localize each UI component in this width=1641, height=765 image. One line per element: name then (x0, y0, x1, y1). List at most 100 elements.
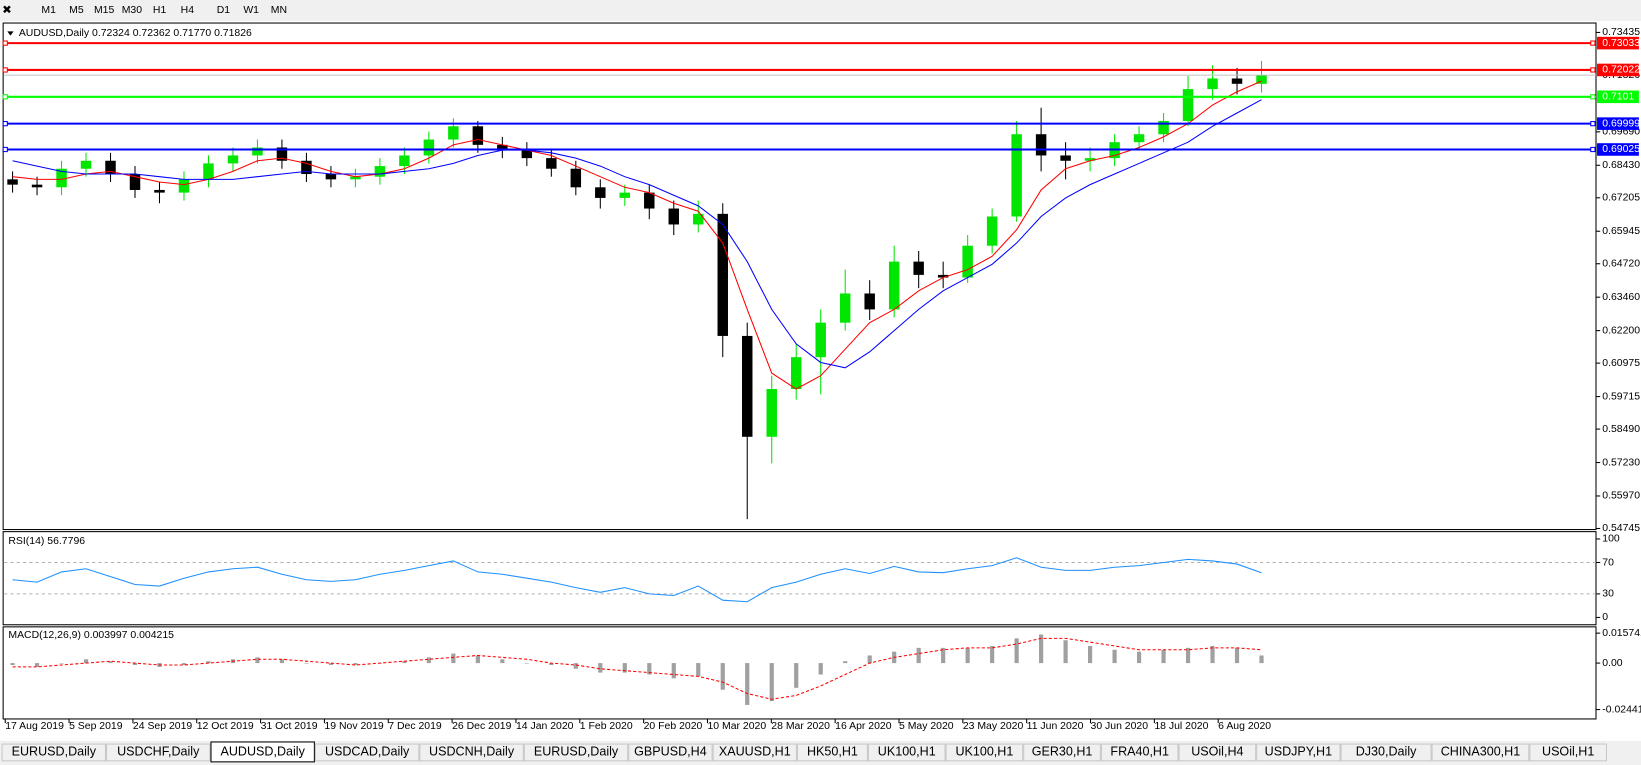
tab[interactable]: USDJPY,H1 (1256, 743, 1341, 762)
tab-box[interactable] (945, 743, 1024, 762)
tab-label[interactable]: FRA40,H1 (1110, 745, 1169, 759)
y-tick-label: 0.54745 (1602, 523, 1640, 534)
tab-box[interactable] (1256, 743, 1341, 762)
tab-label[interactable]: HK50,H1 (807, 745, 858, 759)
tab-label[interactable]: USOil,H4 (1191, 745, 1243, 759)
timeframe-button[interactable] (35, 1, 62, 19)
tab-box[interactable] (1431, 743, 1530, 762)
tab[interactable]: USDCAD,Daily (314, 743, 420, 762)
y-tick-label: 0.60975 (1602, 358, 1640, 369)
timeframe-button[interactable] (118, 1, 145, 19)
tab-label[interactable]: EURUSD,Daily (534, 745, 619, 759)
tab-box[interactable] (1, 743, 107, 762)
tab[interactable]: HK50,H1 (796, 743, 868, 762)
tab[interactable]: GBPUSD,H4 (628, 743, 713, 762)
candle-body (962, 245, 973, 278)
candle-body (546, 158, 557, 169)
tab-label[interactable]: CHINA300,H1 (1441, 745, 1521, 759)
tab[interactable]: USDCNH,Daily (419, 743, 524, 762)
macd-bar (328, 663, 334, 665)
timeframe-button[interactable] (63, 1, 90, 19)
tab-box[interactable] (106, 743, 211, 762)
tab-box[interactable] (1529, 743, 1607, 762)
tab[interactable]: USOil,H4 (1178, 743, 1257, 762)
timeframe-label[interactable]: D1 (217, 5, 231, 16)
tab[interactable]: DJ30,Daily (1340, 743, 1432, 762)
timeframe-button[interactable] (146, 1, 173, 19)
tab-box[interactable] (867, 743, 946, 762)
tab-box[interactable] (796, 743, 868, 762)
timeframe-button[interactable] (174, 1, 201, 19)
candle-body (742, 335, 753, 437)
tab-label[interactable]: USOil,H1 (1542, 745, 1594, 759)
tab[interactable]: EURUSD,Daily (523, 743, 629, 762)
level-handle (1590, 40, 1596, 46)
tab-label[interactable]: AUDUSD,Daily (221, 745, 306, 759)
timeframe-label[interactable]: M15 (94, 5, 115, 16)
level-handle (2, 146, 8, 153)
tab-box[interactable] (1100, 743, 1179, 762)
timeframe-button[interactable] (91, 1, 118, 19)
y-tick-label: 0.55970 (1602, 491, 1640, 502)
tab-label[interactable]: USDJPY,H1 (1265, 745, 1332, 759)
macd-bar (426, 657, 431, 664)
macd-bar (1185, 647, 1191, 664)
candle-body (913, 261, 924, 275)
macd-bar (671, 663, 676, 679)
macd-bar (1259, 655, 1264, 664)
candle-body (937, 274, 949, 278)
tab-label[interactable]: USDCNH,Daily (429, 745, 515, 759)
tab[interactable]: FRA40,H1 (1100, 743, 1179, 762)
tab-label[interactable]: USDCAD,Daily (325, 745, 410, 759)
tab-label[interactable]: GBPUSD,H4 (634, 745, 707, 759)
tab-label[interactable]: GER30,H1 (1032, 745, 1093, 759)
tab-label[interactable]: EURUSD,Daily (12, 745, 97, 759)
tab-box[interactable] (1023, 743, 1101, 762)
timeframe-button[interactable] (238, 1, 265, 19)
timeframe-label[interactable]: W1 (243, 5, 259, 16)
timeframe-label[interactable]: M1 (41, 5, 56, 16)
tab[interactable]: EURUSD,Daily (1, 743, 107, 762)
tab-label[interactable]: DJ30,Daily (1356, 745, 1417, 759)
candle-body (1011, 134, 1022, 217)
x-tick-label: 30 Jun 2020 (1091, 721, 1149, 732)
tab[interactable]: XAUUSD,H1 (712, 743, 797, 762)
tab-label[interactable]: USDCHF,Daily (117, 745, 200, 759)
timeframe-label[interactable]: M30 (122, 5, 143, 16)
tab-label[interactable]: UK100,H1 (955, 745, 1013, 759)
tab[interactable]: USOil,H1 (1529, 743, 1607, 762)
tab-label[interactable]: UK100,H1 (878, 745, 936, 759)
candle-body (399, 155, 410, 167)
candle-body (619, 192, 631, 198)
tab-box[interactable] (523, 743, 629, 762)
timeframe-label[interactable]: M5 (69, 5, 84, 16)
x-tick-label: 20 Feb 2020 (644, 721, 703, 732)
tab-box[interactable] (628, 743, 713, 762)
tab[interactable]: AUDUSD,Daily (210, 741, 315, 763)
tab-box[interactable] (419, 743, 524, 762)
tab-box[interactable] (314, 743, 420, 762)
tab[interactable]: USDCHF,Daily (106, 743, 211, 762)
tab-box[interactable] (712, 743, 797, 762)
tab-box[interactable] (210, 741, 315, 763)
macd-bar (1039, 634, 1044, 664)
timeframe-button[interactable] (265, 1, 292, 19)
x-tick-label: 1 Feb 2020 (580, 721, 633, 732)
tab[interactable]: GER30,H1 (1023, 743, 1101, 762)
candle-body (864, 293, 875, 310)
candle-body (252, 147, 263, 156)
level-handle (1590, 146, 1596, 153)
tab-box[interactable] (1340, 743, 1432, 762)
tab[interactable]: UK100,H1 (867, 743, 946, 762)
macd-bar (34, 663, 40, 667)
timeframe-button[interactable] (210, 1, 237, 19)
tab-label[interactable]: XAUUSD,H1 (719, 745, 791, 759)
timeframe-label[interactable]: H4 (181, 5, 195, 16)
timeframe-label[interactable]: H1 (153, 5, 167, 16)
candle-body (1231, 78, 1243, 84)
timeframe-label[interactable]: MN (271, 5, 287, 16)
macd-bar (10, 663, 15, 665)
tab[interactable]: UK100,H1 (945, 743, 1024, 762)
tab[interactable]: CHINA300,H1 (1431, 743, 1530, 762)
tab-box[interactable] (1178, 743, 1257, 762)
